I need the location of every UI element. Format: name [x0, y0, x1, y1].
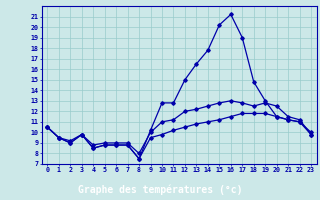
Text: Graphe des températures (°c): Graphe des températures (°c) — [78, 184, 242, 195]
